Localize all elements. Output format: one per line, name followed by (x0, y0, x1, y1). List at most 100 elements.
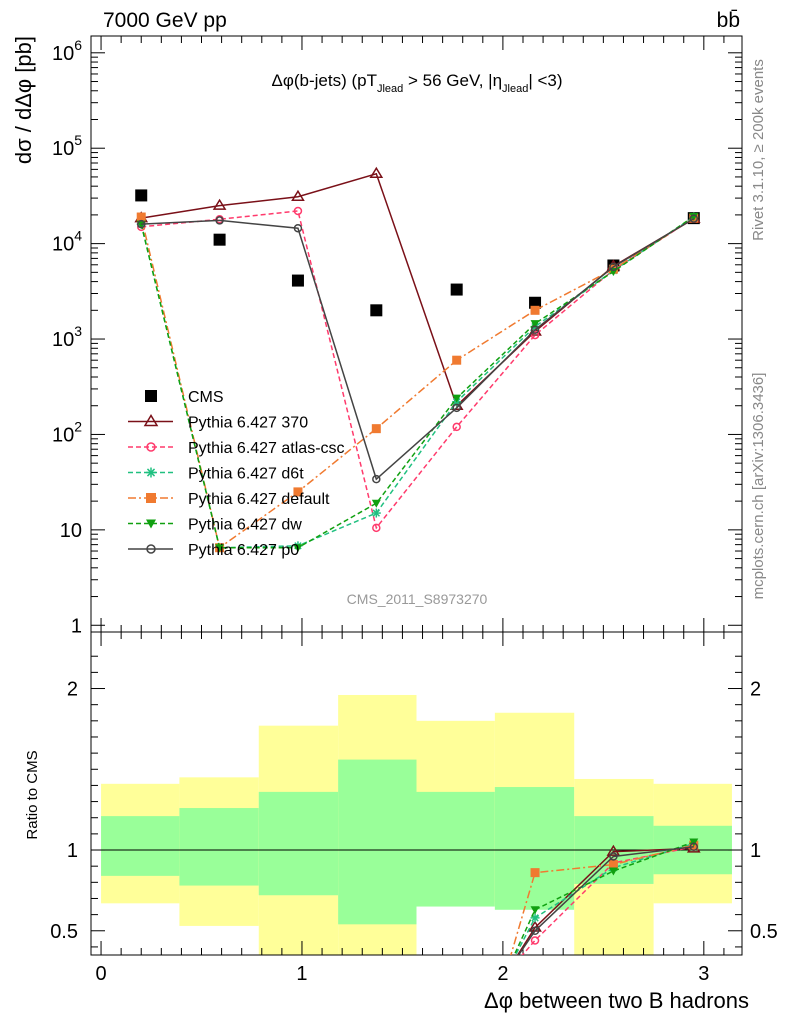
marker (689, 838, 699, 847)
marker (608, 860, 618, 870)
legend-item: Pythia 6.427 370 (128, 414, 308, 432)
legend-item: Pythia 6.427 p0 (128, 542, 299, 559)
marker (530, 325, 540, 335)
marker (146, 442, 156, 452)
marker (530, 868, 540, 878)
marker (606, 844, 621, 856)
y-tick-label: 1 (71, 615, 82, 637)
marker (145, 390, 157, 402)
marker (689, 842, 699, 852)
marker (372, 509, 381, 517)
y-axis-label: dσ / dΔφ [pb] (11, 36, 36, 164)
x-tick-label: 3 (698, 963, 709, 985)
marker (215, 544, 225, 553)
marker (530, 330, 540, 340)
marker (372, 474, 381, 484)
marker (293, 544, 303, 553)
ratio-y-tick-label: 0.5 (750, 921, 778, 943)
ratio-y-tick-label: 1 (67, 840, 78, 862)
y-tick-label: 102 (52, 418, 82, 446)
marker (146, 468, 156, 477)
marker (293, 487, 303, 497)
green-band (258, 791, 339, 896)
series-line (140, 216, 695, 549)
marker (135, 189, 148, 202)
x-tick-label: 1 (296, 963, 307, 985)
x-axis-label: Δφ between two B hadrons (484, 988, 749, 1013)
marker (531, 914, 539, 922)
series-pythia-6-427-p0 (136, 214, 699, 484)
legend-item: CMS (145, 389, 224, 406)
beam-label: 7000 GeV pp (103, 9, 227, 32)
x-tick-label: 0 (95, 963, 106, 985)
series-line (514, 842, 694, 955)
series-line (517, 846, 694, 955)
ratio-y-axis-label: Ratio to CMS (24, 750, 41, 839)
legend-item: Pythia 6.427 d6t (128, 466, 304, 483)
x-tick-label: 2 (497, 963, 508, 985)
source-label: mcplots.cern.ch [arXiv:1306.3436] (750, 373, 767, 600)
marker (530, 936, 540, 945)
legend-item: Pythia 6.427 dw (128, 517, 302, 534)
rivet-label: Rivet 3.1.10, ≥ 200k events (750, 59, 767, 241)
series-line (141, 217, 695, 481)
legend-label: Pythia 6.427 d6t (188, 466, 304, 483)
marker (136, 220, 146, 229)
ratio-series (510, 838, 701, 955)
y-tick-label: 106 (52, 37, 82, 65)
legend-label: Pythia 6.427 atlas-csc (188, 440, 345, 457)
marker (452, 355, 462, 365)
green-band (179, 808, 259, 886)
marker (609, 262, 618, 272)
marker (371, 424, 381, 434)
marker (212, 198, 227, 210)
legend-label: Pythia 6.427 default (188, 491, 330, 508)
marker (452, 403, 461, 413)
analysis-label: CMS_2011_S8973270 (347, 591, 488, 607)
marker (452, 394, 462, 403)
y-tick-label: 10 (60, 520, 82, 542)
marker (371, 499, 381, 508)
marker (136, 219, 146, 229)
series-pythia-6-427-370 (134, 166, 701, 410)
marker (370, 304, 383, 317)
legend-label: Pythia 6.427 dw (188, 517, 302, 534)
plot-title: Δφ(b-jets) (pTJlead > 56 GeV, |ηJlead| <… (271, 71, 562, 95)
green-band (494, 787, 575, 910)
main-axes: 1 10 102 103 104 105 106 (52, 36, 742, 955)
legend-label: CMS (188, 389, 224, 406)
series-line (140, 215, 695, 549)
green-band (101, 816, 180, 876)
ratio-series-pythia-6-427-p0 (517, 842, 699, 955)
marker (452, 422, 461, 432)
main-series (134, 166, 701, 553)
marker (291, 274, 304, 287)
marker (450, 283, 463, 296)
marker (689, 214, 699, 223)
ratio-y-tick-label: 2 (67, 679, 78, 701)
process-label: bb̄ (717, 9, 740, 32)
series-pythia-6-427-atlas-csc (136, 206, 699, 533)
ratio-uncertainty-bands (91, 694, 742, 955)
y-tick-label: 103 (52, 323, 82, 351)
green-band (338, 759, 417, 925)
marker (529, 296, 542, 309)
y-tick-label: 104 (52, 228, 82, 256)
series-line (510, 844, 694, 955)
marker (293, 206, 303, 216)
y-tick-label: 105 (52, 132, 82, 160)
marker (608, 867, 618, 876)
marker (213, 233, 226, 246)
marker (291, 189, 305, 201)
ratio-y-tick-label: 0.5 (50, 921, 78, 943)
ratio-axes: 0.5 0.5 1 1 2 2 0 1 2 3 (50, 655, 778, 985)
ratio-frame (90, 631, 743, 956)
ratio-series-pythia-6-427-dw (513, 838, 699, 955)
marker (530, 320, 540, 329)
marker (530, 926, 540, 936)
legend-label: Pythia 6.427 p0 (188, 542, 299, 559)
marker (530, 906, 540, 915)
series-line (513, 841, 695, 955)
marker (369, 166, 384, 178)
